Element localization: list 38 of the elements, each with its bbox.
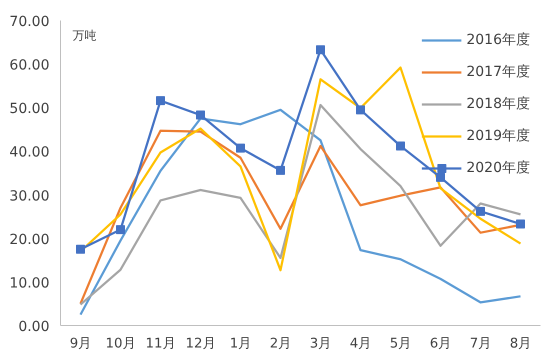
- x-tick-label: 2月: [270, 336, 292, 352]
- point: [276, 166, 285, 175]
- legend-label: 2020年度: [466, 159, 530, 177]
- point: [156, 96, 165, 106]
- y-tick-label: 0.00: [18, 319, 50, 335]
- x-tick-label: 3月: [310, 336, 332, 352]
- legend-label: 2018年度: [466, 95, 530, 113]
- point: [196, 110, 205, 120]
- x-tick-label: 1月: [230, 336, 252, 352]
- y-tick-label: 60.00: [9, 58, 50, 74]
- point: [516, 219, 525, 228]
- point: [476, 206, 485, 216]
- x-tick-label: 6月: [430, 336, 452, 352]
- point: [316, 45, 325, 54]
- legend-label: 2017年度: [466, 63, 530, 81]
- y-tick-label: 30.00: [9, 188, 50, 204]
- y-axis-title: 万吨: [72, 28, 96, 42]
- y-tick-label: 50.00: [9, 101, 50, 118]
- x-tick-label: 5月: [390, 336, 412, 352]
- legend-label: 2019年度: [466, 127, 530, 145]
- point: [436, 172, 445, 182]
- y-tick-label: 20.00: [9, 232, 50, 248]
- y-tick-label: 40.00: [9, 144, 50, 161]
- y-tick-label: 70.00: [9, 14, 50, 30]
- point: [76, 244, 85, 254]
- x-tick-label: 10月: [106, 336, 136, 352]
- x-tick-label: 8月: [510, 336, 532, 352]
- x-tick-label: 11月: [146, 336, 176, 352]
- x-tick-label: 7月: [470, 336, 492, 352]
- x-tick-label: 4月: [350, 336, 372, 352]
- point: [116, 225, 125, 234]
- x-tick-label: 9月: [70, 336, 92, 352]
- y-tick-label: 10.00: [9, 275, 50, 292]
- legend-label: 2016年度: [466, 31, 530, 49]
- point: [356, 105, 365, 114]
- x-tick-label: 12月: [186, 336, 216, 352]
- point: [396, 141, 405, 150]
- point: [236, 144, 245, 153]
